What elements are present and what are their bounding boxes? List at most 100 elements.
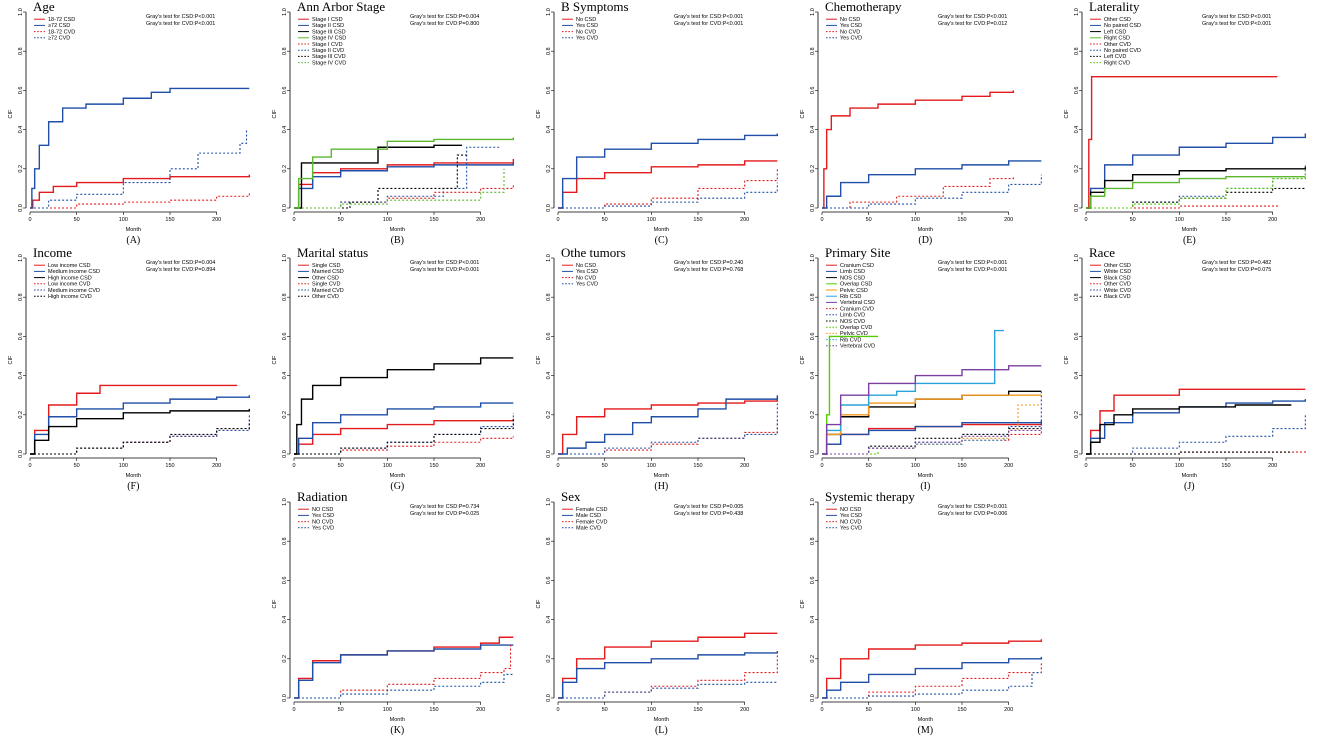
y-tick-label: 0.8 bbox=[282, 293, 288, 301]
series-line bbox=[558, 182, 778, 209]
y-tick-label: 1.0 bbox=[282, 8, 288, 16]
series-line bbox=[558, 168, 778, 209]
series-line bbox=[30, 428, 238, 455]
x-tick-label: 150 bbox=[1221, 463, 1230, 469]
legend-label: Cranium CSD bbox=[840, 263, 874, 269]
series-line bbox=[294, 137, 515, 209]
gray-test-label: Gray's test for CSD:P<0.001 bbox=[938, 260, 1007, 266]
series-line bbox=[294, 168, 505, 209]
series-line bbox=[294, 644, 514, 699]
legend-label: NO CSD bbox=[312, 507, 333, 513]
series-line bbox=[30, 384, 238, 455]
y-tick-label: 0.4 bbox=[810, 126, 816, 134]
legend-label: ≥72 CVD bbox=[48, 36, 70, 42]
panel-title: Marital status bbox=[297, 245, 368, 260]
x-tick-label: 0 bbox=[556, 707, 559, 713]
x-tick-label: 200 bbox=[1268, 463, 1277, 469]
x-tick-label: 50 bbox=[338, 707, 344, 713]
series-line bbox=[558, 650, 778, 699]
x-axis-label: Month bbox=[654, 717, 669, 723]
legend-label: No CVD bbox=[840, 29, 860, 35]
legend-label: Vertebral CSD bbox=[840, 300, 875, 306]
panel-f: 0.0 0.2 0.4 0.6 0.8 1.0 0 50 100 150 200 CIF Month In… bbox=[8, 245, 251, 492]
x-tick-label: 50 bbox=[866, 707, 872, 713]
panel-title: Sex bbox=[561, 489, 581, 504]
y-tick-label: 0.6 bbox=[810, 577, 816, 585]
x-tick-label: 200 bbox=[212, 217, 221, 223]
series-line bbox=[294, 418, 515, 455]
panel-letter: (I) bbox=[920, 481, 930, 492]
legend-label: Medium income CSD bbox=[48, 269, 100, 275]
x-tick-label: 50 bbox=[338, 463, 344, 469]
panel-i: 0.0 0.2 0.4 0.6 0.8 1.0 0 50 100 150 200 CIF Month Pr… bbox=[800, 245, 1043, 492]
y-tick-label: 0.2 bbox=[810, 165, 816, 173]
series-line bbox=[294, 144, 462, 209]
legend-label: ≥72 CSD bbox=[48, 23, 70, 29]
series-line bbox=[822, 656, 1043, 699]
series-line bbox=[1086, 133, 1307, 209]
y-tick-label: 0.4 bbox=[282, 616, 288, 624]
y-axis-label: CIF bbox=[800, 109, 806, 119]
series-line bbox=[294, 357, 514, 455]
gray-test-label: Gray's test for CVD:P<0.001 bbox=[146, 21, 215, 27]
legend-label: Low income CSD bbox=[48, 263, 91, 269]
legend-label: Vertebral CVD bbox=[840, 344, 875, 350]
series-line bbox=[30, 420, 250, 455]
legend-label: Rib CSD bbox=[840, 294, 861, 300]
series-line bbox=[1086, 175, 1306, 209]
y-axis-label: CIF bbox=[272, 599, 278, 609]
panel-title: Income bbox=[33, 245, 72, 260]
legend-label: Stage IV CSD bbox=[312, 36, 346, 42]
gray-test-label: Gray's test for CSD:P=0.004 bbox=[146, 260, 215, 266]
x-tick-label: 0 bbox=[820, 707, 823, 713]
legend-label: Other CSD bbox=[1104, 17, 1131, 23]
y-tick-label: 0.8 bbox=[810, 293, 816, 301]
series-line bbox=[30, 395, 251, 455]
panel-k: 0.0 0.2 0.4 0.6 0.8 1.0 0 50 100 150 200 CIF Month Ra… bbox=[272, 489, 514, 736]
series-line bbox=[30, 174, 251, 209]
series-line bbox=[822, 365, 1042, 455]
x-tick-label: 100 bbox=[383, 463, 392, 469]
y-tick-label: 1.0 bbox=[546, 498, 552, 506]
legend-label: Rib CVD bbox=[840, 337, 861, 343]
x-tick-label: 150 bbox=[165, 463, 174, 469]
x-tick-label: 0 bbox=[28, 463, 31, 469]
legend-label: Yes CSD bbox=[840, 513, 862, 519]
x-axis-label: Month bbox=[390, 717, 405, 723]
x-tick-label: 50 bbox=[1130, 463, 1136, 469]
y-tick-label: 0.0 bbox=[1074, 450, 1080, 458]
y-tick-label: 0.6 bbox=[546, 333, 552, 341]
legend-label: Female CSD bbox=[576, 507, 608, 513]
panel-letter: (F) bbox=[127, 481, 139, 492]
legend-label: Single CVD bbox=[312, 282, 340, 288]
gray-test-label: Gray's test for CVD:P<0.001 bbox=[410, 267, 479, 273]
legend-label: 18-72 CSD bbox=[48, 17, 75, 23]
series-line bbox=[294, 673, 514, 699]
x-tick-label: 0 bbox=[28, 217, 31, 223]
x-tick-label: 150 bbox=[957, 217, 966, 223]
x-tick-label: 150 bbox=[957, 463, 966, 469]
legend-label: Stage IV CVD bbox=[312, 60, 346, 66]
legend-label: Stage III CVD bbox=[312, 54, 346, 60]
y-axis-label: CIF bbox=[800, 355, 806, 365]
series-line bbox=[1086, 451, 1292, 455]
gray-test-label: Gray's test for CSD:P=0.482 bbox=[1202, 260, 1271, 266]
panel-title: B Symptoms bbox=[561, 0, 629, 14]
panel-title: Systemic therapy bbox=[825, 489, 915, 504]
y-axis-label: CIF bbox=[8, 355, 14, 365]
y-tick-label: 0.6 bbox=[282, 333, 288, 341]
gray-test-label: Gray's test for CSD:P<0.001 bbox=[410, 260, 479, 266]
x-tick-label: 200 bbox=[1004, 707, 1013, 713]
y-tick-label: 0.4 bbox=[810, 616, 816, 624]
y-tick-label: 0.6 bbox=[18, 333, 24, 341]
series-line bbox=[1086, 399, 1307, 455]
series-line bbox=[558, 395, 779, 455]
y-axis-label: CIF bbox=[8, 109, 14, 119]
y-tick-label: 0.2 bbox=[810, 411, 816, 419]
series-line bbox=[1086, 388, 1306, 455]
y-tick-label: 0.8 bbox=[18, 47, 24, 55]
legend-label: Overlap CVD bbox=[840, 325, 872, 331]
legend-label: Pelvic CVD bbox=[840, 331, 868, 337]
legend-label: Left CSD bbox=[1104, 29, 1126, 35]
x-tick-label: 200 bbox=[1268, 217, 1277, 223]
